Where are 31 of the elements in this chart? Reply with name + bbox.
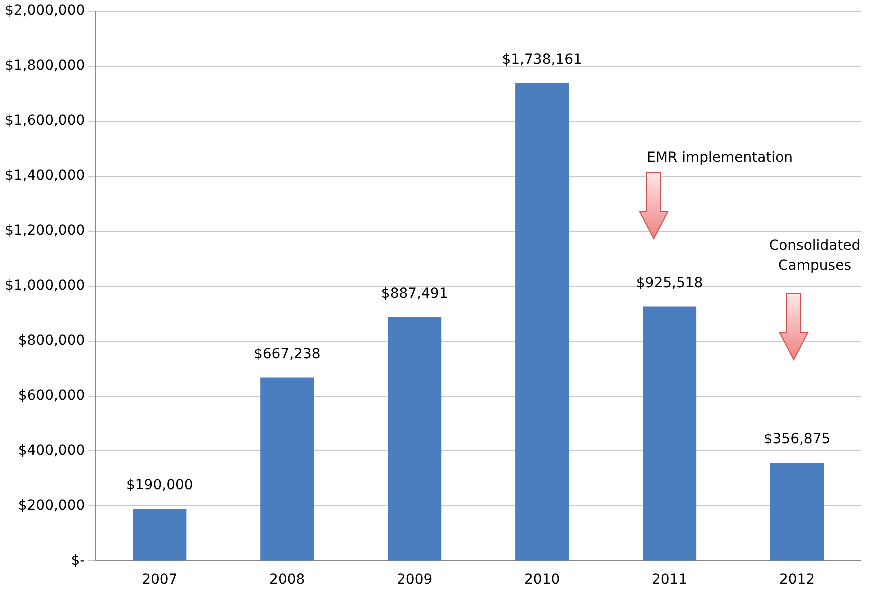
data-label: $356,875 (764, 432, 831, 448)
x-tick-label: 2011 (652, 572, 688, 588)
y-tick-label: $800,000 (18, 332, 86, 349)
bar (133, 508, 187, 561)
x-tick-label: 2007 (142, 572, 178, 588)
annotation: EMR implementation (646, 150, 794, 166)
bar (516, 83, 570, 561)
y-tick-label: $1,800,000 (4, 58, 86, 74)
y-tick-label: $600,000 (18, 388, 86, 404)
x-tick-label: 2009 (397, 572, 433, 588)
y-tick-label: $- (71, 552, 86, 569)
annotation: Consolidated Campuses (769, 238, 861, 274)
y-tick-label: $1,000,000 (4, 278, 86, 294)
bar (388, 317, 442, 561)
data-label: $667,238 (254, 346, 321, 362)
y-tick-label: $1,200,000 (4, 222, 86, 239)
data-label: $925,518 (636, 275, 704, 292)
y-tick-label: $400,000 (18, 442, 86, 459)
bar (643, 306, 697, 561)
y-tick-label: $200,000 (18, 498, 86, 514)
y-tick-label: $2,000,000 (4, 3, 86, 20)
data-label: $1,738,161 (502, 52, 582, 68)
x-tick-label: 2010 (524, 572, 560, 588)
data-label: $887,491 (381, 286, 448, 302)
data-label: $190,000 (126, 478, 194, 494)
x-tick-label: 2012 (779, 572, 816, 588)
bar (260, 378, 314, 561)
bar (770, 463, 824, 561)
y-tick-label: $1,600,000 (4, 113, 86, 129)
y-tick-label: $1,400,000 (4, 168, 86, 184)
x-tick-label: 2008 (270, 572, 306, 588)
